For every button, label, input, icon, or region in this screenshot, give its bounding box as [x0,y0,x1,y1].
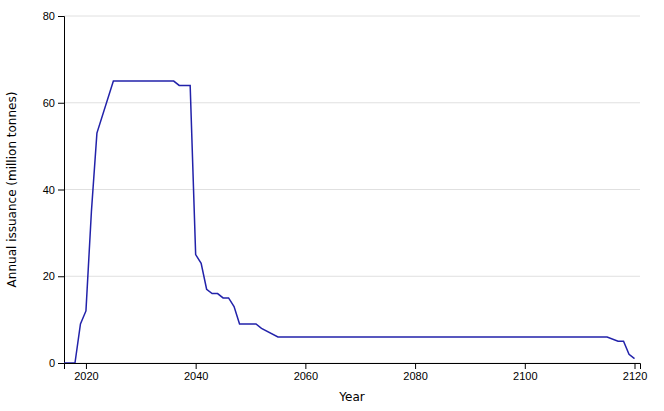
tick-mark [58,276,64,277]
chart-svg: 202020402060208021002120020406080YearAnn… [0,0,664,411]
tick: 2060 [294,363,318,382]
y-axis: 0 20 40 60 80 [43,10,65,369]
grid-line [64,102,640,103]
tick-mark [635,363,636,369]
tick-label: 2060 [294,370,318,382]
tick-mark [525,363,526,369]
tick: 2100 [513,363,537,382]
grid-line [64,16,640,17]
tick-label: 2100 [513,370,537,382]
tick-label: 2020 [74,370,98,382]
tick: 2080 [403,363,427,382]
plot-area: 202020402060208021002120020406080 [43,10,648,382]
tick-label: 60 [43,97,55,109]
tick: 40 [43,184,64,196]
axis-line [65,364,641,370]
tick-label: 20 [43,270,55,282]
axis-line [58,17,65,364]
x-axis: 2020 2040 2060 2080 2100 2120 [65,363,648,382]
tick-mark [58,16,64,17]
marks [64,81,635,363]
tick: 20 [43,270,64,282]
tick: 80 [43,10,64,22]
tick-mark [415,363,416,369]
tick: 2020 [74,363,98,382]
tick-mark [86,363,87,369]
y-axis-title: Annual issuance (million tonnes) [5,92,19,288]
tick: 0 [49,357,64,369]
tick-mark [58,103,64,104]
tick-mark [58,363,64,364]
grid-line [64,189,640,190]
tick-mark [58,190,64,191]
x-axis-title: Year [338,390,364,404]
tick-mark [305,363,306,369]
tick-mark [196,363,197,369]
tick: 2040 [184,363,208,382]
tick-label: 80 [43,10,55,22]
grid-line [64,276,640,277]
tick-label: 2080 [403,370,427,382]
tick-label: 2120 [623,370,647,382]
tick-label: 2040 [184,370,208,382]
tick-label: 0 [49,357,55,369]
tick-label: 40 [43,184,55,196]
chart-container: 202020402060208021002120020406080YearAnn… [0,0,664,411]
tick: 60 [43,97,64,109]
tick: 2120 [623,363,647,382]
line [64,81,635,363]
y-grid [64,16,640,363]
